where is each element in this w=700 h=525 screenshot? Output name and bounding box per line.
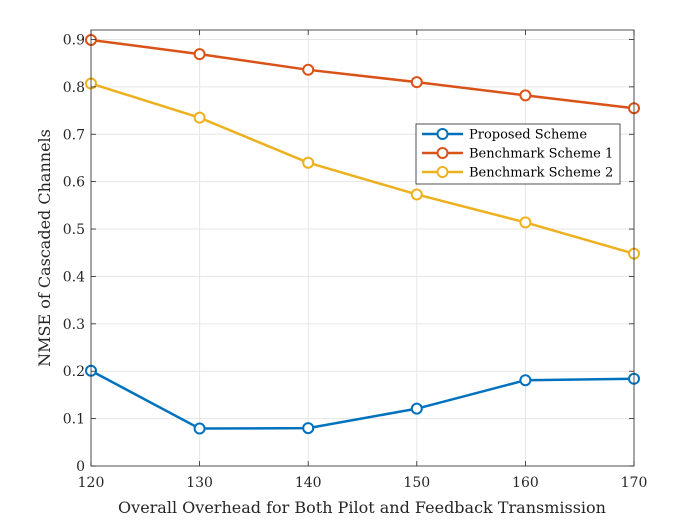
data-point-proposed-scheme [193, 422, 206, 435]
x-tick-label: 140 [295, 475, 322, 491]
data-point-benchmark-scheme-2 [302, 156, 315, 169]
legend-entry-benchmark-scheme-1: Benchmark Scheme 1 [422, 147, 613, 162]
y-tick-label: 0.9 [63, 32, 85, 48]
legend-label-benchmark-scheme-1: Benchmark Scheme 1 [469, 147, 613, 162]
y-tick-label: 0.8 [63, 80, 85, 96]
legend-marker-benchmark-scheme-1 [436, 147, 449, 159]
data-point-benchmark-scheme-1 [519, 89, 532, 102]
series-proposed-scheme [85, 364, 640, 435]
plot-frame [90, 29, 635, 467]
plot-background [91, 30, 634, 466]
y-ticks: 0 0.1 0.2 0.3 0.4 0.5 0.6 0.7 0.8 0.9 [63, 32, 634, 475]
x-tick-label: 150 [403, 475, 430, 491]
data-point-proposed-scheme [302, 422, 315, 435]
legend-label-proposed-scheme: Proposed Scheme [469, 128, 587, 143]
series-line-benchmark-scheme-1 [90, 38, 635, 110]
legend-entry-proposed-scheme: Proposed Scheme [422, 128, 587, 143]
legend-label-benchmark-scheme-2: Benchmark Scheme 2 [469, 166, 613, 181]
legend-marker-proposed-scheme [436, 128, 449, 140]
legend-entry-benchmark-scheme-2: Benchmark Scheme 2 [422, 166, 613, 181]
x-tick-label: 120 [78, 475, 105, 491]
data-point-benchmark-scheme-2 [193, 111, 206, 124]
x-ticks: 120 130 140 150 160 170 [78, 30, 648, 491]
data-point-benchmark-scheme-1 [410, 76, 423, 89]
x-tick-label: 130 [186, 475, 213, 491]
data-point-benchmark-scheme-2 [519, 216, 532, 229]
y-axis-label: NMSE of Cascaded Channels [35, 129, 54, 367]
x-axis-label: Overall Overhead for Both Pilot and Feed… [118, 498, 606, 517]
y-tick-label: 0.7 [63, 127, 85, 143]
y-tick-label: 0.1 [63, 412, 85, 428]
y-tick-label: 0.2 [63, 364, 85, 380]
legend-marker-benchmark-scheme-2 [436, 166, 449, 178]
y-tick-label: 0.4 [63, 269, 85, 285]
series-line-benchmark-scheme-2 [90, 82, 635, 255]
x-tick-label: 160 [512, 475, 539, 491]
x-tick-label: 170 [621, 475, 648, 491]
legend: Proposed Scheme Benchmark Scheme 1 Bench… [415, 123, 621, 185]
y-tick-label: 0 [76, 459, 85, 475]
data-point-proposed-scheme [410, 402, 423, 415]
data-point-benchmark-scheme-1 [302, 63, 315, 76]
data-point-proposed-scheme [519, 374, 532, 387]
series-line-proposed-scheme [90, 369, 635, 430]
y-tick-label: 0.3 [63, 317, 85, 333]
data-point-benchmark-scheme-1 [193, 48, 206, 61]
y-tick-label: 0.5 [63, 222, 85, 238]
data-point-benchmark-scheme-2 [410, 188, 423, 201]
y-tick-label: 0.6 [63, 175, 85, 191]
